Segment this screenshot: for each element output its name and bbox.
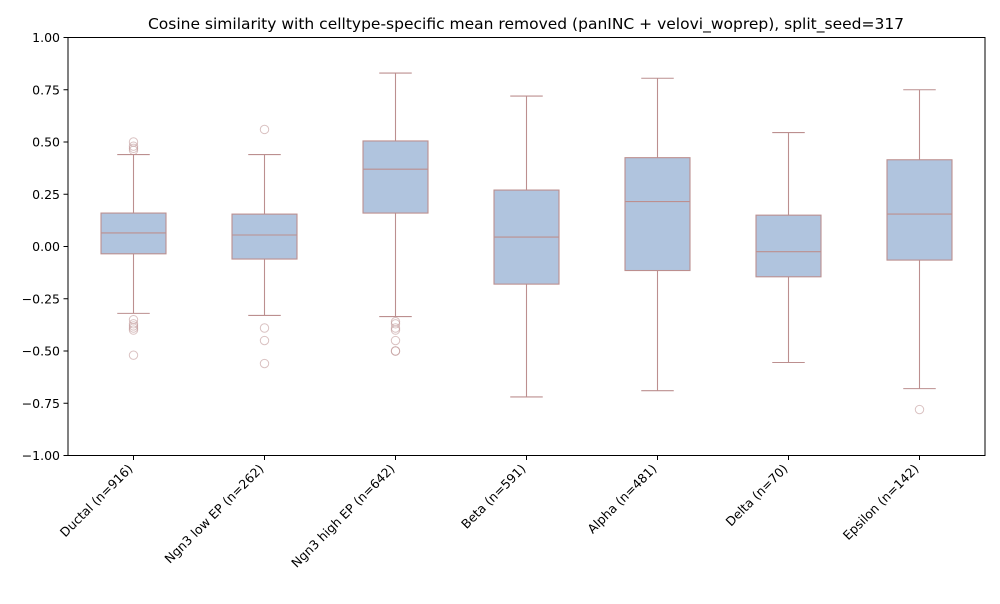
- x-tick-label: Delta (n=70): [722, 461, 790, 529]
- x-axis: Ductal (n=916) Ngn3 low EP (n=262) Ngn3 hi…: [57, 455, 922, 570]
- box-group: [624, 77, 691, 392]
- chart-title: Cosine similarity with celltype-specific…: [148, 15, 904, 34]
- flier-point: [390, 319, 401, 329]
- y-tick-label: −0.25: [22, 291, 60, 306]
- box: [231, 213, 298, 260]
- box-group: [755, 132, 822, 364]
- y-tick-label: 0.50: [32, 135, 60, 150]
- y-tick-label: −0.50: [22, 344, 60, 359]
- y-tick-label: 0.00: [32, 239, 60, 254]
- x-tick-label: Ngn3 high EP (n=642): [288, 461, 397, 570]
- flier-point: [259, 323, 270, 333]
- flier-point: [128, 325, 139, 335]
- flier-point: [259, 124, 270, 135]
- x-tick-label: Beta (n=591): [458, 461, 529, 532]
- flier-point: [128, 350, 139, 360]
- flier-point: [390, 346, 401, 356]
- box: [886, 159, 953, 261]
- y-tick-label: −1.00: [22, 448, 60, 463]
- y-axis: −1.00 −0.75 −0.50 −0.25 0.00 0.25 0.50 0.75 1.00: [22, 30, 68, 463]
- flier-point: [259, 358, 270, 369]
- y-tick-label: 0.25: [32, 187, 60, 202]
- y-tick-label: 0.75: [32, 82, 60, 97]
- flier-point: [914, 404, 925, 415]
- box-group: [493, 95, 560, 398]
- box: [362, 140, 429, 214]
- flier-point: [390, 335, 401, 346]
- x-tick-label: Ngn3 low EP (n=262): [161, 461, 266, 566]
- boxes-layer: [100, 72, 953, 415]
- y-tick-label: 1.00: [32, 30, 60, 45]
- box-group: [231, 124, 298, 369]
- flier-point: [128, 143, 139, 153]
- x-tick-label: Epsilon (n=142): [840, 461, 922, 543]
- x-tick-label: Ductal (n=916): [57, 461, 136, 540]
- box-group: [362, 72, 429, 356]
- y-tick-label: −0.75: [22, 396, 60, 411]
- flier-point: [390, 325, 401, 335]
- box: [755, 214, 822, 278]
- box: [624, 157, 691, 272]
- x-tick-label: Alpha (n=481): [584, 461, 659, 536]
- flier-point: [128, 145, 139, 156]
- box-group: [100, 137, 167, 360]
- box-group: [886, 89, 953, 415]
- flier-point: [259, 335, 270, 346]
